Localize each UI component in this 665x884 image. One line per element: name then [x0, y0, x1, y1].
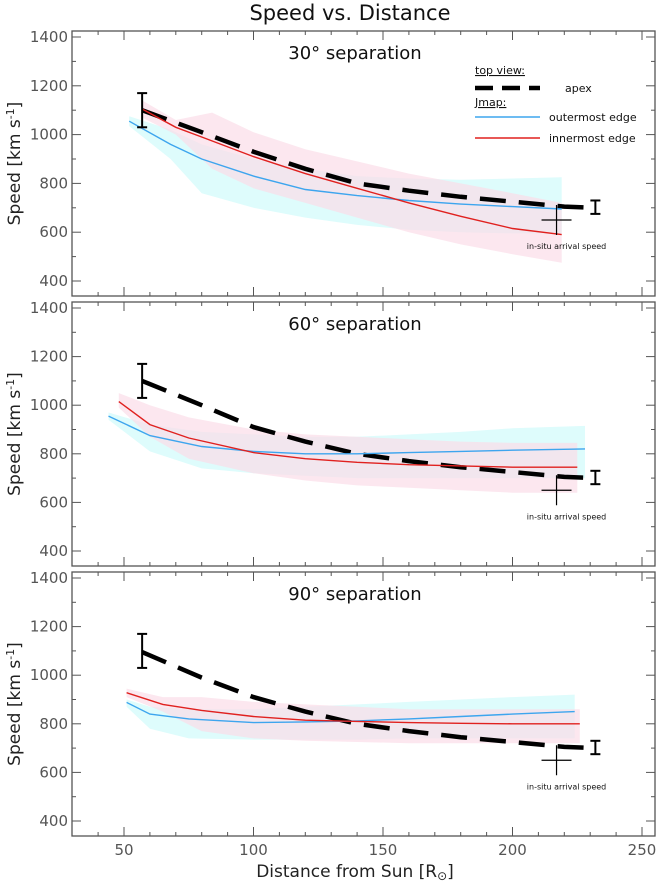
panels: in-situ arrival speed 400 600 800 1000 1200 14…: [4, 28, 656, 883]
y-axis-title-main: Speed: [5, 437, 25, 496]
panel-title: 60° separation: [288, 314, 421, 335]
y-axis-title-sup: -1: [4, 379, 17, 390]
x-tick-label: 100: [239, 841, 268, 859]
y-tick-label: 1200: [30, 618, 68, 636]
panel-1: in-situ arrival speed 400 600 800 1000 1200 14…: [4, 28, 656, 297]
apex-line: [141, 108, 596, 211]
y-axis-title-unit: [km s: [5, 119, 25, 166]
x-tick-label: 250: [628, 841, 657, 859]
y-axis-title-close: ]: [5, 102, 25, 109]
y-tick-label: 1400: [30, 569, 68, 587]
x-axis-title-sun-symbol: ⊙: [437, 869, 447, 883]
apex-start-errorbar: [137, 362, 148, 399]
y-tick-label: 1200: [30, 348, 68, 366]
y-axis-title-sup: -1: [4, 108, 17, 119]
y-tick-label: 600: [39, 223, 68, 241]
insitu-marker: [541, 205, 572, 235]
x-tick-label: 200: [498, 841, 527, 859]
y-axis-title-close: ]: [5, 372, 25, 379]
plot-area: [128, 100, 596, 263]
panel-3: in-situ arrival speed 400 600 800 1000 1200 14…: [4, 569, 656, 883]
apex-line: [141, 378, 596, 481]
y-axis-title: Speed [km s-1]: [4, 642, 25, 766]
legend-top-view-heading: top view:: [475, 64, 525, 77]
y-tick-label: 1200: [30, 77, 68, 95]
apex-start-errorbar: [137, 92, 148, 129]
insitu-marker: [541, 475, 572, 506]
panel-title: 90° separation: [288, 584, 421, 605]
y-tick-label: 1400: [30, 28, 68, 46]
panel-title: 30° separation: [288, 43, 421, 64]
y-axis-title: Speed [km s-1]: [4, 372, 25, 496]
inner-edge-line: [126, 692, 580, 725]
plot-area: [108, 378, 596, 493]
x-axis-title-close: ]: [447, 862, 454, 882]
apex-line: [141, 650, 596, 751]
y-tick-label: 800: [39, 174, 68, 192]
y-tick-label: 400: [39, 272, 68, 290]
inner-edge-line: [118, 401, 578, 468]
y-tick-label: 1000: [30, 126, 68, 144]
outer-edge-line: [108, 415, 586, 455]
panel-2: in-situ arrival speed 400 600 800 1000 1200 14…: [4, 299, 656, 567]
plot-frame: [71, 30, 656, 297]
plot-frame: [71, 301, 656, 567]
plot-area: [126, 650, 596, 751]
inner-edge-line: [141, 108, 562, 236]
apex-end-errorbar: [590, 739, 601, 756]
x-axis-title: Distance from Sun [R⊙]: [256, 862, 454, 883]
legend-outer-label: outermost edge: [549, 111, 637, 124]
y-tick-label: 1400: [30, 299, 68, 317]
y-axis-title-main: Speed: [5, 707, 25, 766]
y-tick-label: 600: [39, 493, 68, 511]
apex-end-errorbar: [590, 469, 601, 486]
y-axis-title-sup: -1: [4, 649, 17, 660]
insitu-label: in-situ arrival speed: [527, 242, 606, 251]
inner-edge-range-band: [142, 100, 562, 263]
legend-jmap-heading: Jmap:: [474, 96, 506, 109]
y-axis-title-main: Speed: [5, 167, 25, 226]
insitu-label: in-situ arrival speed: [527, 512, 606, 521]
legend: top view: apex Jmap: outermost edge innermos…: [474, 64, 637, 145]
legend-inner-label: innermost edge: [549, 132, 636, 145]
y-axis-title: Speed [km s-1]: [4, 102, 25, 226]
y-axis-title-unit: [km s: [5, 660, 25, 707]
x-tick-label: 50: [114, 841, 133, 859]
plot-frame: [71, 571, 656, 837]
x-tick-label: 150: [369, 841, 398, 859]
y-axis-title-unit: [km s: [5, 390, 25, 437]
y-tick-label: 800: [39, 715, 68, 733]
insitu-label: in-situ arrival speed: [527, 782, 606, 791]
y-tick-label: 1000: [30, 666, 68, 684]
y-tick-label: 600: [39, 763, 68, 781]
y-tick-label: 800: [39, 445, 68, 463]
apex-end-errorbar: [590, 199, 601, 215]
y-axis-title-close: ]: [5, 642, 25, 649]
insitu-marker: [541, 745, 572, 776]
x-axis-title-main: Distance from Sun [R: [256, 862, 437, 882]
y-tick-label: 400: [39, 812, 68, 830]
outer-edge-line: [128, 120, 562, 210]
legend-apex-label: apex: [565, 82, 592, 95]
figure-title: Speed vs. Distance: [249, 1, 450, 25]
y-tick-label: 400: [39, 542, 68, 560]
y-tick-label: 1000: [30, 396, 68, 414]
apex-start-errorbar: [137, 632, 148, 669]
inner-edge-range-band: [126, 688, 580, 744]
